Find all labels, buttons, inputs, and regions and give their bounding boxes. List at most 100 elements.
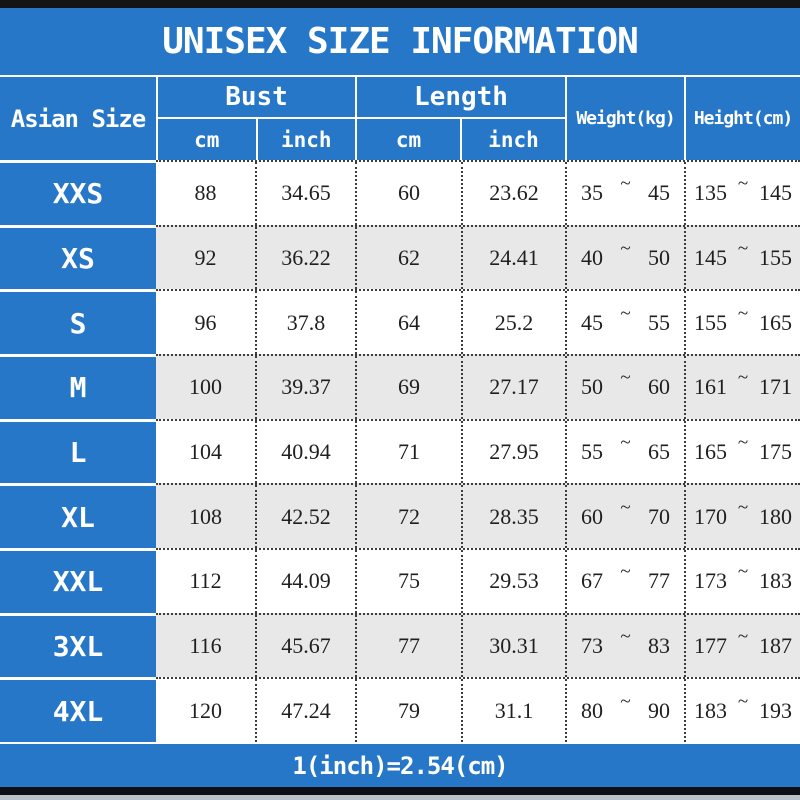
size-label: XXS — [0, 160, 156, 225]
top-black-bar — [0, 0, 800, 8]
size-label: XL — [0, 483, 156, 549]
tilde-glyph: ~ — [737, 367, 749, 389]
header-asian-size: Asian Size — [10, 104, 147, 133]
tilde-glyph: ~ — [620, 496, 631, 518]
length-inch-cell: 24.41 — [461, 226, 565, 290]
size-label: XS — [0, 224, 156, 290]
length-inch-cell: 25.2 — [461, 291, 565, 355]
header-group-bust: Bust cm inch — [156, 77, 355, 160]
tilde-glyph: ~ — [737, 496, 749, 518]
size-label: M — [0, 354, 156, 419]
height-range-cell: 183 ~ 193 — [684, 679, 800, 743]
weight-min: 80 — [581, 697, 603, 723]
page-title: UNISEX SIZE INFORMATION — [162, 21, 638, 62]
height-range-cell: 170 ~ 180 — [684, 485, 800, 549]
bust-cm-cell: 104 — [189, 439, 222, 465]
height-min: 183 — [694, 697, 727, 723]
tilde-glyph: ~ — [737, 432, 749, 454]
bust-cm-cell: 108 — [189, 503, 222, 529]
length-cm-cell: 60 — [355, 162, 461, 225]
bust-inch-cell: 45.67 — [255, 614, 355, 678]
header-length-cm: cm — [395, 127, 422, 152]
weight-range-cell: 40 ~ 50 — [565, 226, 684, 290]
bust-inch-cell: 40.94 — [255, 420, 355, 484]
table-body: XXS 88 34.65 60 23.62 35 ~ 45 135 ~ 145 … — [0, 160, 800, 743]
length-inch-cell: 28.35 — [461, 485, 565, 549]
height-min: 170 — [694, 503, 727, 529]
row-data: 104 40.94 71 27.95 55 ~ 65 165 ~ 175 — [156, 418, 800, 484]
height-max: 183 — [759, 568, 792, 594]
weight-min: 40 — [581, 245, 603, 270]
length-cm-cell: 69 — [355, 356, 461, 419]
height-max: 193 — [759, 697, 792, 723]
height-range-cell: 145 ~ 155 — [684, 226, 800, 290]
weight-max: 45 — [648, 180, 670, 206]
length-cm-cell: 62 — [355, 226, 461, 290]
table-header: Asian Size Bust cm inch Length cm inch W… — [0, 77, 800, 160]
bust-inch-cell: 42.52 — [255, 485, 355, 549]
size-label: 4XL — [0, 677, 156, 743]
row-data: 116 45.67 77 30.31 73 ~ 83 177 ~ 187 — [156, 612, 800, 678]
height-min: 135 — [694, 180, 727, 206]
weight-max: 77 — [648, 568, 670, 594]
table-row-xxs: XXS 88 34.65 60 23.62 35 ~ 45 135 ~ 145 — [0, 160, 800, 225]
bust-cm-cell: 116 — [189, 633, 222, 659]
length-cm-cell: 71 — [355, 420, 461, 484]
table-row-l: L 104 40.94 71 27.95 55 ~ 65 165 ~ 175 — [0, 418, 800, 484]
tilde-glyph: ~ — [620, 367, 631, 389]
height-max: 171 — [759, 374, 792, 400]
length-cm-cell: 79 — [355, 679, 461, 743]
header-group-length: Length cm inch — [355, 77, 565, 160]
length-cm-cell: 64 — [355, 291, 461, 355]
bust-inch-cell: 47.24 — [255, 679, 355, 743]
tilde-glyph: ~ — [620, 626, 631, 648]
row-data: 112 44.09 75 29.53 67 ~ 77 173 ~ 183 — [156, 548, 800, 613]
header-bust-cm: cm — [194, 127, 220, 152]
table-row-4xl: 4XL 120 47.24 79 31.1 80 ~ 90 183 ~ 193 — [0, 677, 800, 743]
weight-range-cell: 35 ~ 45 — [565, 162, 684, 225]
tilde-glyph: ~ — [737, 561, 749, 583]
height-range-cell: 165 ~ 175 — [684, 420, 800, 484]
weight-min: 50 — [581, 374, 603, 400]
bust-inch-cell: 36.22 — [255, 226, 355, 290]
tilde-glyph: ~ — [620, 302, 631, 324]
tilde-glyph: ~ — [737, 690, 749, 712]
tilde-glyph: ~ — [620, 561, 631, 583]
weight-range-cell: 67 ~ 77 — [565, 550, 684, 613]
bust-cm-cell: 96 — [194, 309, 217, 335]
size-label: 3XL — [0, 612, 156, 678]
length-cm-cell: 75 — [355, 550, 461, 613]
tilde-glyph: ~ — [737, 626, 749, 648]
height-range-cell: 177 ~ 187 — [684, 614, 800, 678]
bust-inch-cell: 34.65 — [255, 162, 355, 225]
tilde-glyph: ~ — [620, 173, 631, 195]
weight-range-cell: 73 ~ 83 — [565, 614, 684, 678]
bust-cm-cell: 112 — [189, 568, 222, 594]
table-row-xxl: XXL 112 44.09 75 29.53 67 ~ 77 173 ~ 183 — [0, 548, 800, 613]
weight-max: 90 — [648, 697, 670, 723]
height-max: 175 — [759, 439, 792, 465]
weight-min: 73 — [581, 633, 603, 659]
table-row-xs: XS 92 36.22 62 24.41 40 ~ 50 145 ~ 155 — [0, 224, 800, 290]
header-length-inch: inch — [460, 119, 565, 160]
height-min: 145 — [694, 245, 727, 270]
weight-min: 67 — [581, 568, 603, 594]
row-data: 108 42.52 72 28.35 60 ~ 70 170 ~ 180 — [156, 483, 800, 549]
title-bar: UNISEX SIZE INFORMATION — [0, 8, 800, 77]
table-row-xl: XL 108 42.52 72 28.35 60 ~ 70 170 ~ 180 — [0, 483, 800, 549]
bottom-gray-bar — [0, 795, 800, 800]
length-inch-cell: 30.31 — [461, 614, 565, 678]
height-range-cell: 135 ~ 145 — [684, 162, 800, 225]
bust-inch-cell: 37.8 — [255, 291, 355, 355]
header-height: Height(cm) — [684, 77, 800, 160]
height-max: 145 — [759, 180, 792, 206]
header-bust-label: Bust — [158, 77, 355, 119]
row-data: 96 37.8 64 25.2 45 ~ 55 155 ~ 165 — [156, 289, 800, 355]
length-inch-cell: 27.95 — [461, 420, 565, 484]
weight-min: 45 — [581, 309, 603, 335]
height-range-cell: 161 ~ 171 — [684, 356, 800, 419]
weight-min: 60 — [581, 503, 603, 529]
length-cm-cell: 77 — [355, 614, 461, 678]
height-max: 155 — [759, 245, 792, 270]
